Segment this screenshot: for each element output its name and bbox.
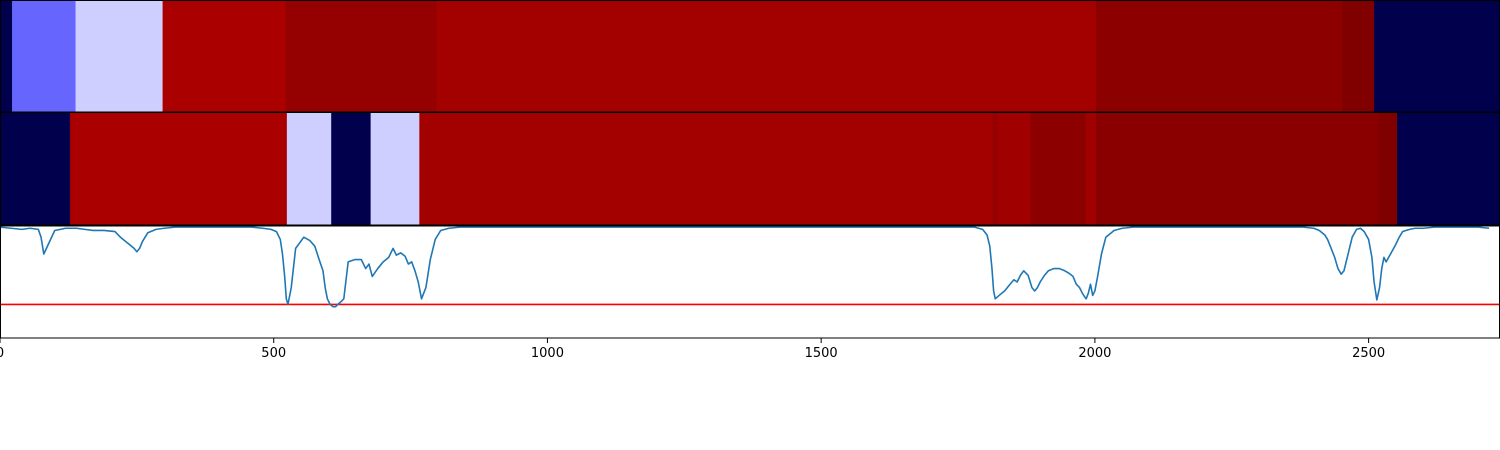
heatmap-segment [75,1,164,112]
heatmap-segment [70,113,288,225]
heatmap-segment [1030,113,1087,225]
heatmap-segment [286,113,332,225]
x-tick-label: 2000 [1078,346,1111,361]
x-tick-label: 0 [0,346,4,361]
x-axis: 0 500 1000 1500 2000 2500 [0,338,1385,361]
heatmap-segment [0,113,71,225]
heatmap-track-2 [0,112,1500,226]
heatmap-segment [1378,113,1398,225]
heatmap-segment [1374,1,1500,112]
heatmap-segment [1095,1,1343,112]
line-panel [0,225,1500,339]
heatmap-segment [1342,1,1375,112]
heatmap-segment [419,113,994,225]
heatmap-track-1 [0,0,1500,113]
heatmap-segment [1085,113,1097,225]
heatmap-segment [1397,113,1500,225]
x-tick-label: 500 [261,346,286,361]
x-tick-label: 1000 [531,346,564,361]
heatmap-segment [436,1,1097,112]
heatmap-segment [0,1,13,112]
series-line [0,226,1490,308]
heatmap-segment [370,113,420,225]
x-tick-label: 2500 [1352,346,1385,361]
heatmap-segment [997,113,1031,225]
line-panel-background [0,226,1500,338]
heatmap-segment [12,1,77,112]
heatmap-segment [162,1,287,112]
heatmap-segment [285,1,437,112]
heatmap-segment [331,113,372,225]
heatmap-segment [1095,113,1379,225]
x-tick-label: 1500 [805,346,838,361]
heatmap-segment [992,113,999,225]
